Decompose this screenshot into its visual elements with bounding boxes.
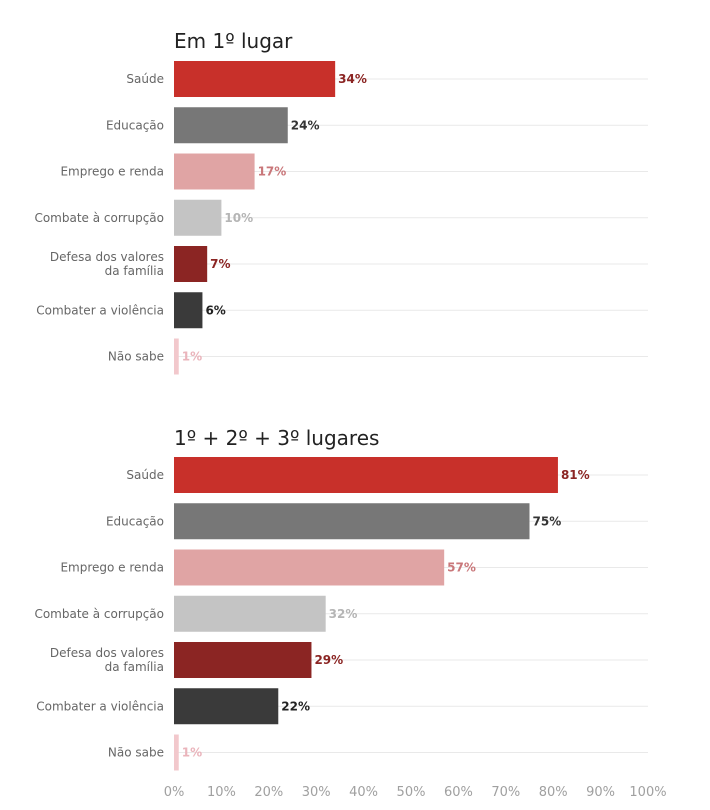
x-tick-label: 40% [349,785,378,800]
category-label: Combate à corrupção [34,607,164,621]
category-label: Combate à corrupção [34,211,164,225]
x-tick-label: 50% [397,785,426,800]
x-tick-label: 0% [164,785,185,800]
bar [174,688,279,725]
category-label: Saúde [126,468,164,482]
category-label: Emprego e renda [60,561,164,575]
bar [174,642,312,678]
value-label: 57% [447,561,476,575]
bar [174,595,326,632]
bar [174,338,179,375]
value-label: 10% [224,211,253,225]
chart-title: 1º + 2º + 3º lugares [174,426,379,450]
bar [174,153,255,190]
category-label: Não sabe [108,350,164,364]
bar [174,61,336,97]
value-label: 32% [329,607,358,621]
x-tick-label: 100% [629,785,666,800]
x-tick-label: 70% [491,785,520,800]
value-label: 1% [182,350,202,364]
bar [174,457,558,493]
bar [174,503,530,540]
x-tick-label: 90% [586,785,615,800]
value-label: 22% [281,699,310,713]
bar [174,549,445,586]
category-label: Combater a violência [36,303,164,317]
chart-2: 1º + 2º + 3º lugares Saúde 81% Educação 75% E… [34,426,648,771]
value-label: 6% [205,303,225,317]
category-label: Combater a violência [36,699,164,713]
bar [174,199,222,236]
bar [174,734,179,771]
bar [174,292,203,329]
value-label: 75% [533,514,562,528]
bar [174,246,208,282]
x-tick-label: 10% [207,785,236,800]
x-tick-label: 20% [254,785,283,800]
chart-1: Em 1º lugar Saúde 34% Educação 24% Emprego e … [34,29,648,375]
category-label: Emprego e renda [60,165,164,179]
bar [174,107,288,144]
x-tick-label: 60% [444,785,473,800]
category-label: Defesa dos valores da família [50,646,164,674]
value-label: 24% [291,118,320,132]
chart-title: Em 1º lugar [174,29,293,53]
category-label: Educação [106,514,164,528]
value-label: 81% [561,468,590,482]
value-label: 29% [314,653,343,667]
value-label: 17% [258,165,287,179]
value-label: 1% [182,746,202,760]
value-label: 34% [338,72,367,86]
category-label: Não sabe [108,746,164,760]
category-label: Defesa dos valores da família [50,250,164,278]
value-label: 7% [210,257,230,271]
x-tick-label: 80% [539,785,568,800]
category-label: Saúde [126,72,164,86]
x-tick-label: 30% [302,785,331,800]
category-label: Educação [106,118,164,132]
x-axis: 0% 10% 20% 30% 40% 50% 60% 70% 80% 90% 100% [164,785,667,800]
